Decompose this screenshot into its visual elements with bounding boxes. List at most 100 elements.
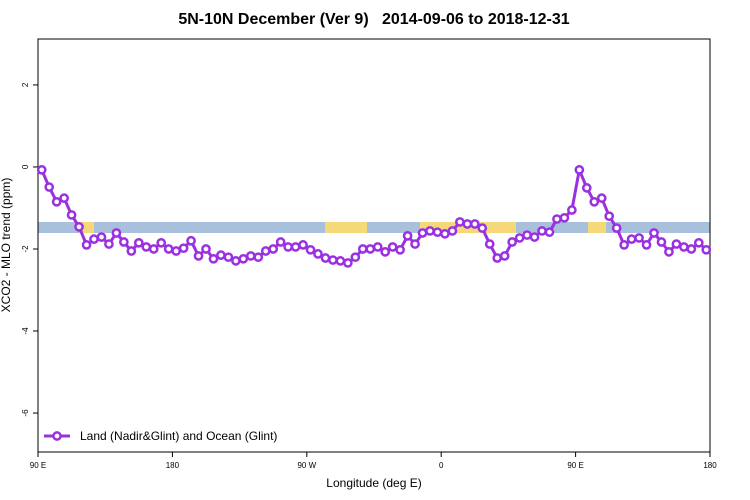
point xyxy=(537,226,547,236)
point xyxy=(119,237,129,247)
point xyxy=(596,193,607,203)
point xyxy=(574,164,585,175)
point xyxy=(268,244,279,254)
legend-marker xyxy=(52,431,62,441)
point xyxy=(126,246,137,256)
point xyxy=(163,244,174,254)
point xyxy=(380,247,391,257)
point xyxy=(216,250,226,260)
point xyxy=(313,249,323,259)
point xyxy=(514,233,525,243)
point xyxy=(193,251,204,261)
point xyxy=(507,237,517,247)
map-strip xyxy=(38,222,710,233)
point xyxy=(641,240,652,250)
point xyxy=(484,239,495,249)
point xyxy=(440,228,450,239)
point xyxy=(36,164,47,175)
point xyxy=(178,243,189,254)
point xyxy=(328,255,338,265)
y-axis-label: XCO2 - MLO trend (ppm) xyxy=(0,178,13,313)
point xyxy=(156,237,167,248)
point xyxy=(320,253,331,263)
point xyxy=(656,237,667,247)
point xyxy=(343,258,353,268)
point xyxy=(290,242,301,252)
x-tick-label: 90 W xyxy=(297,461,316,470)
point xyxy=(298,240,308,250)
point xyxy=(51,196,62,207)
point xyxy=(305,244,316,255)
point xyxy=(275,237,286,247)
point xyxy=(649,228,659,238)
point xyxy=(201,244,211,254)
point xyxy=(417,228,428,238)
y-tick-label: 2 xyxy=(21,82,30,87)
point xyxy=(589,196,600,207)
point xyxy=(96,232,107,242)
point xyxy=(462,219,473,229)
point xyxy=(223,252,234,263)
point xyxy=(133,237,144,248)
point xyxy=(432,227,443,238)
point xyxy=(455,217,465,227)
point xyxy=(357,244,368,254)
point xyxy=(365,244,376,254)
x-tick-label: 0 xyxy=(439,461,444,470)
point xyxy=(104,239,114,249)
point xyxy=(66,210,77,220)
point xyxy=(604,211,615,222)
x-axis-label: Longitude (deg E) xyxy=(326,476,421,490)
point xyxy=(686,244,697,254)
point xyxy=(238,253,249,264)
point xyxy=(634,233,644,243)
point xyxy=(395,244,405,255)
point xyxy=(477,223,488,233)
point xyxy=(499,251,510,261)
point xyxy=(89,234,99,244)
point xyxy=(552,214,562,224)
point xyxy=(186,235,196,246)
point xyxy=(141,242,152,252)
point xyxy=(626,234,637,244)
point xyxy=(529,232,540,242)
point xyxy=(492,253,503,263)
point xyxy=(44,182,55,192)
point xyxy=(664,247,674,257)
point xyxy=(81,240,92,250)
point xyxy=(335,256,346,266)
point xyxy=(559,212,570,223)
point xyxy=(619,240,629,250)
point xyxy=(260,246,271,256)
point xyxy=(679,242,689,252)
point xyxy=(567,205,577,215)
point xyxy=(544,227,555,238)
point xyxy=(522,230,532,240)
point xyxy=(74,221,84,232)
point xyxy=(671,239,682,249)
point xyxy=(171,246,181,256)
y-tick-label: -4 xyxy=(21,327,30,335)
chart-title: 5N-10N December (Ver 9) 2014-09-06 to 20… xyxy=(178,11,569,28)
point xyxy=(402,231,413,241)
plot-frame xyxy=(37,38,711,453)
point xyxy=(253,252,264,263)
x-tick-label: 90 E xyxy=(30,461,46,470)
y-tick-label: -6 xyxy=(21,409,30,417)
point xyxy=(410,239,420,249)
point xyxy=(387,242,398,252)
point xyxy=(693,237,704,248)
legend-label: Land (Nadir&Glint) and Ocean (Glint) xyxy=(80,429,277,443)
point xyxy=(208,253,219,264)
x-tick-label: 180 xyxy=(703,461,717,470)
y-tick-label: 0 xyxy=(21,164,30,169)
point xyxy=(350,252,361,263)
point xyxy=(611,223,622,233)
point xyxy=(231,256,241,266)
point xyxy=(469,219,480,229)
point xyxy=(372,242,383,252)
point xyxy=(581,183,592,193)
point xyxy=(148,244,159,254)
point xyxy=(245,251,256,261)
